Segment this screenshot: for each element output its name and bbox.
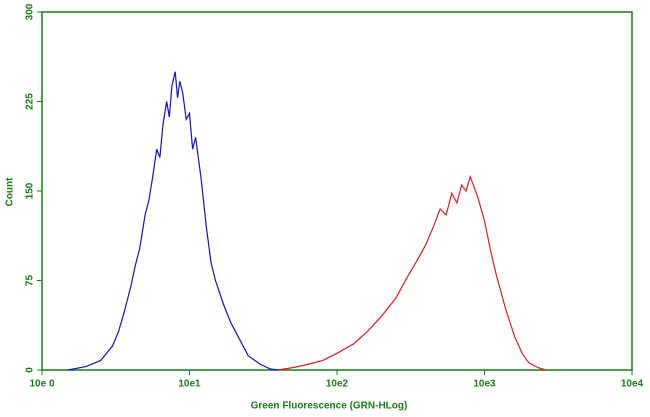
x-tick-label: 10e3 (473, 379, 496, 390)
y-tick-label: 225 (25, 93, 36, 110)
y-tick-label: 300 (25, 3, 36, 20)
x-tick-label: 10e1 (178, 379, 201, 390)
plot-frame (41, 11, 633, 371)
y-tick-label: 75 (25, 275, 36, 287)
x-axis-label: Green Fluorescence (GRN-HLog) (251, 401, 408, 412)
x-tick-label: 10e4 (621, 379, 644, 390)
histogram-line (278, 174, 546, 371)
y-axis-label: Count (5, 177, 16, 207)
y-tick-label: 0 (25, 367, 36, 373)
histogram-line (67, 71, 279, 371)
x-tick-label: 10e 0 (29, 379, 54, 390)
x-tick-label: 10e2 (326, 379, 349, 390)
y-tick-label: 150 (25, 182, 36, 199)
